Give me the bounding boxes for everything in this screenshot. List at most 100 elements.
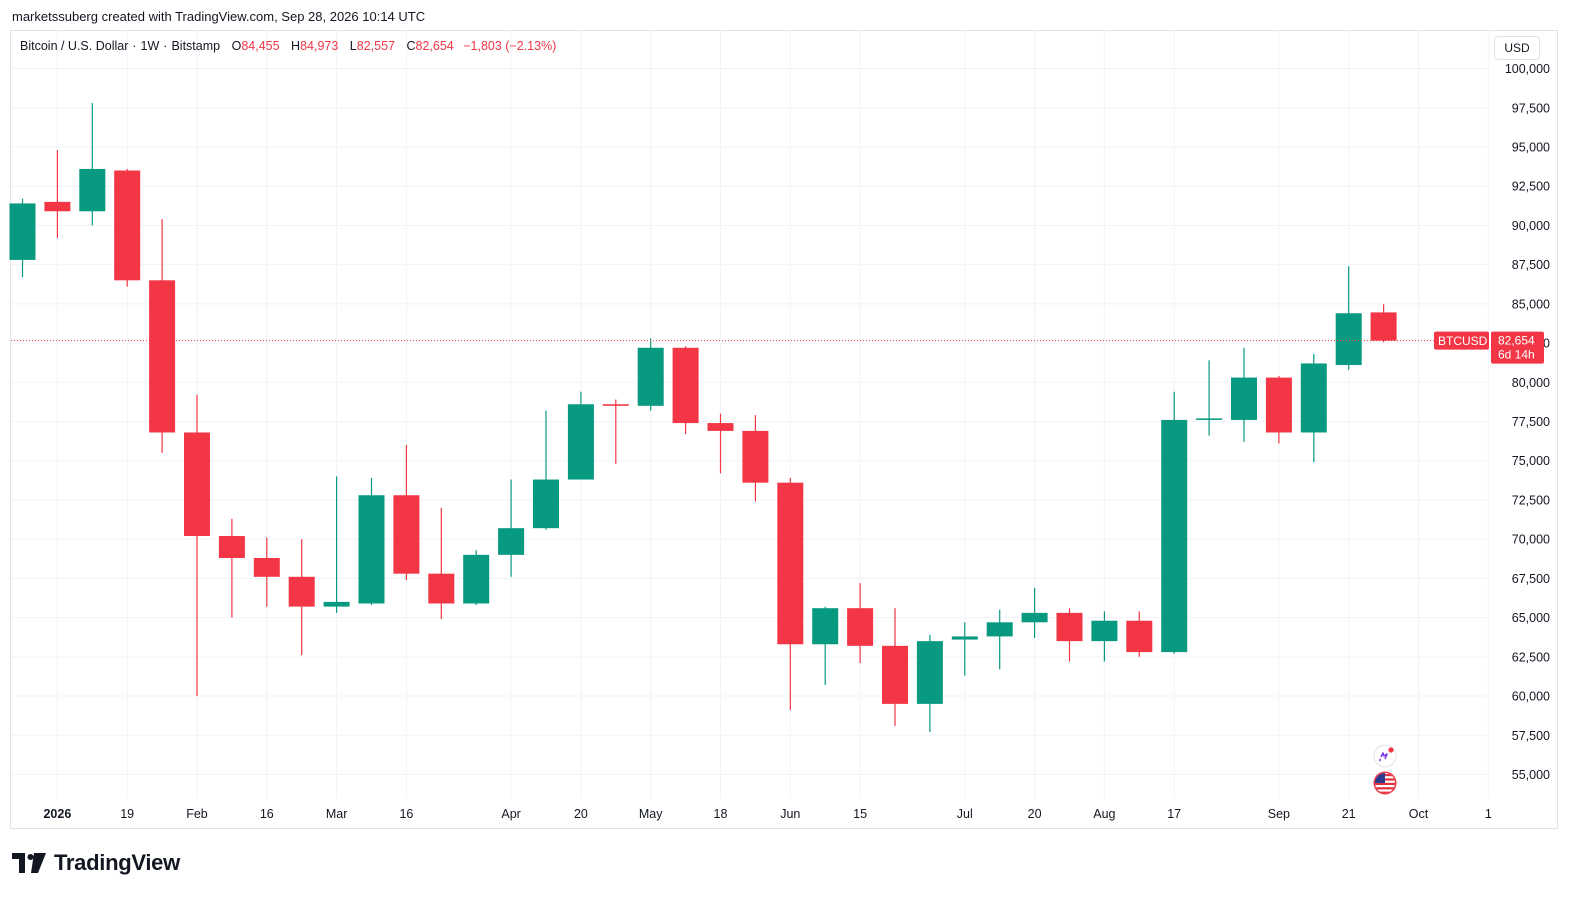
x-tick-label: Jun (780, 807, 800, 821)
candle-body (1161, 419, 1188, 653)
candle (1021, 587, 1048, 638)
candle (498, 479, 525, 577)
candle (847, 583, 874, 664)
legend-low-label: L (349, 39, 357, 53)
candle-body (742, 430, 769, 483)
us-flag-icon[interactable] (1373, 771, 1397, 795)
candle-body (44, 201, 71, 212)
candle-body (986, 622, 1013, 637)
candle (1196, 360, 1223, 436)
candle-body (1126, 620, 1153, 653)
candle-body (1300, 363, 1327, 433)
x-tick-label: 20 (1028, 807, 1042, 821)
grid-layer (11, 30, 1490, 798)
ai-assistant-icon[interactable] (1373, 744, 1397, 768)
y-tick-label: 60,000 (1512, 690, 1550, 704)
candle (1300, 354, 1327, 463)
candle-body (672, 347, 699, 424)
x-tick-label: 1 (1485, 807, 1492, 821)
candle (986, 609, 1013, 670)
symbol-legend[interactable]: Bitcoin / U.S. Dollar · 1W · Bitstamp O84,45… (20, 39, 556, 53)
legend-low: 82,557 (356, 39, 395, 53)
candle-body (498, 528, 525, 555)
candle (602, 399, 629, 464)
candle (951, 622, 978, 676)
x-tick-label: 2026 (43, 807, 71, 821)
legend-exchange: Bitstamp (171, 39, 221, 53)
candle (184, 394, 210, 697)
currency-button[interactable]: USD (1494, 36, 1540, 60)
candle-body (218, 536, 245, 558)
candle-body (882, 645, 908, 704)
candle (393, 445, 420, 580)
legend-symbol: Bitcoin / U.S. Dollar (20, 39, 129, 53)
created-text: created with TradingView.com, Sep 28, 20… (101, 9, 426, 24)
chart-frame (10, 30, 1558, 829)
candle-body (1370, 312, 1397, 341)
y-tick-label: 72,500 (1512, 493, 1550, 507)
x-tick-label: Apr (501, 807, 520, 821)
candle (253, 537, 280, 607)
candle-body (323, 601, 350, 607)
candle-body (463, 554, 490, 604)
time-axis: 2026 19 Feb 16 Mar 16 Apr 20 May 18 Jun 15 Jul 20 Aug 1… (43, 807, 1491, 821)
candle-body (1231, 377, 1257, 420)
candle (1231, 347, 1257, 442)
x-tick-label: Jul (957, 807, 973, 821)
candle (463, 550, 490, 606)
candle (288, 539, 315, 656)
legend-high-label: H (291, 39, 301, 53)
x-tick-label: 17 (1167, 807, 1181, 821)
candle-body (149, 280, 176, 433)
candle (1335, 266, 1362, 370)
candle (812, 606, 839, 686)
candle-body (1056, 612, 1083, 642)
candle-body (288, 576, 315, 607)
candle (1091, 611, 1118, 662)
y-tick-label: 100,000 (1505, 62, 1550, 76)
badge-symbol: BTCUSD (1438, 334, 1488, 348)
legend-open-label: O (231, 39, 242, 53)
x-tick-label: 15 (853, 807, 867, 821)
y-tick-label: 77,500 (1512, 415, 1550, 429)
candle-body (916, 641, 943, 704)
candle (1370, 304, 1397, 343)
candle-body (358, 495, 385, 604)
x-tick-label: 18 (714, 807, 728, 821)
y-tick-label: 95,000 (1512, 140, 1550, 154)
y-tick-label: 62,500 (1512, 650, 1550, 664)
candle (1161, 391, 1188, 654)
candle (9, 198, 36, 278)
candle (1265, 376, 1292, 444)
y-tick-label: 55,000 (1512, 768, 1550, 782)
legend-sep: · (163, 39, 168, 53)
y-tick-label: 85,000 (1512, 297, 1550, 311)
candle (1126, 611, 1153, 657)
candle-body (812, 608, 839, 645)
legend-sep: · (132, 39, 137, 53)
price-badge: BTCUSD 82,654 6d 14h (11, 331, 1544, 364)
tradingview-logo[interactable]: TradingView (12, 848, 180, 878)
legend-interval: 1W (140, 39, 160, 53)
candle (1056, 608, 1083, 662)
candle-body (707, 423, 734, 431)
legend-close: 82,654 (415, 39, 454, 53)
candle-body (533, 479, 559, 529)
author-name: marketssuberg (12, 9, 98, 24)
x-tick-label: Oct (1409, 807, 1429, 821)
candle (358, 477, 385, 606)
candle (707, 413, 734, 474)
candle-body (567, 404, 594, 480)
candle-body (1196, 418, 1223, 420)
candle-body (637, 347, 664, 406)
y-tick-label: 67,500 (1512, 572, 1550, 586)
candle (672, 346, 699, 435)
candle-body (1335, 313, 1362, 366)
candle-body (79, 168, 106, 212)
y-tick-label: 92,500 (1512, 180, 1550, 194)
legend-close-label: C (406, 39, 416, 53)
y-tick-label: 75,000 (1512, 454, 1550, 468)
candle (777, 477, 804, 711)
badge-price: 82,654 (1498, 334, 1535, 348)
